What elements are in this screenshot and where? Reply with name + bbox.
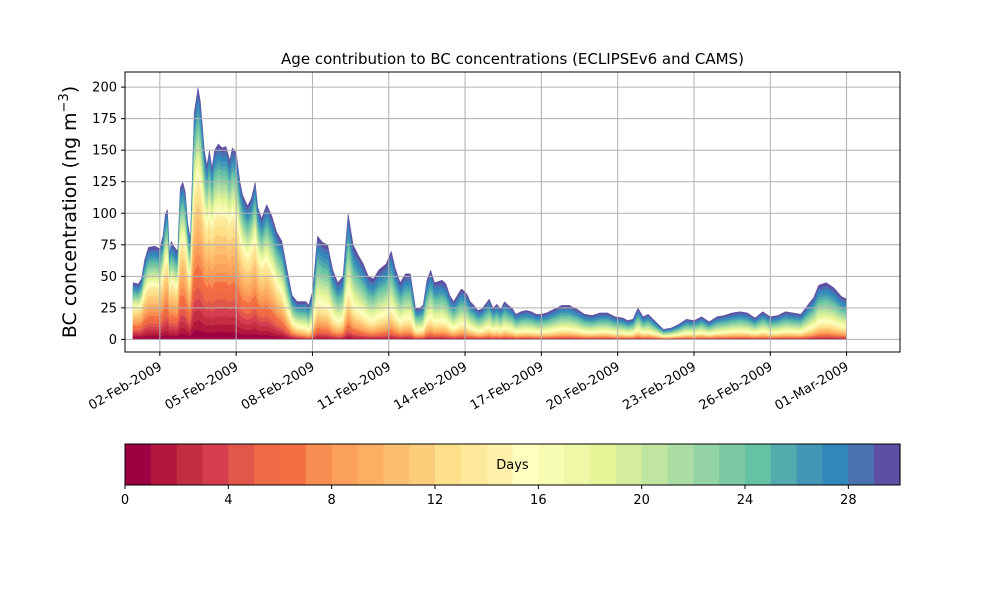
- y-axis: 0 25 50 75 100 125 150 175 200: [92, 81, 125, 348]
- colorbar-tick-label: 8: [328, 493, 336, 508]
- colorbar-swatch: [357, 444, 384, 485]
- colorbar-swatch: [874, 444, 901, 485]
- y-tick-label: 50: [100, 270, 117, 285]
- colorbar-swatch: [460, 444, 488, 485]
- x-tick-label: 08-Feb-2009: [239, 359, 318, 413]
- colorbar-swatch: [796, 444, 824, 485]
- colorbar-swatch: [305, 444, 333, 485]
- colorbar-tick-label: 24: [737, 493, 754, 508]
- colorbar-label: Days: [496, 458, 529, 473]
- x-tick-label: 14-Feb-2009: [392, 359, 471, 413]
- x-tick-label: 26-Feb-2009: [697, 359, 776, 413]
- x-tick-label: 11-Feb-2009: [315, 359, 394, 413]
- colorbar-swatch: [590, 444, 617, 485]
- chart-title: Age contribution to BC concentrations (E…: [281, 50, 744, 68]
- y-tick-label: 125: [92, 175, 117, 190]
- colorbar-swatch: [280, 444, 307, 485]
- colorbar-swatch: [331, 444, 359, 485]
- colorbar-swatch: [254, 444, 281, 485]
- colorbar-tick-label: 0: [121, 493, 129, 508]
- colorbar-swatch: [848, 444, 875, 485]
- x-tick-label: 01-Mar-2009: [772, 359, 851, 413]
- colorbar-swatch: [538, 444, 565, 485]
- colorbar-swatch: [409, 444, 436, 485]
- y-tick-label: 150: [92, 144, 117, 159]
- plot-area: [132, 87, 847, 340]
- x-axis: 02-Feb-200905-Feb-200908-Feb-200911-Feb-…: [86, 352, 852, 414]
- colorbar-swatch: [641, 444, 669, 485]
- y-tick-label: 100: [92, 207, 117, 222]
- colorbar-swatch: [512, 444, 539, 485]
- colorbar: [125, 444, 901, 485]
- colorbar-frame: [124, 443, 901, 486]
- colorbar-swatch: [150, 444, 178, 485]
- y-tick-label: 175: [92, 112, 117, 127]
- x-tick-label: 20-Feb-2009: [544, 359, 623, 413]
- colorbar-swatch: [435, 444, 462, 485]
- y-axis-label-main: BC concentration (ng m: [59, 112, 81, 338]
- x-tick-label: 23-Feb-2009: [620, 359, 699, 413]
- colorbar-swatch: [486, 444, 514, 485]
- colorbar-tick-label: 28: [840, 493, 857, 508]
- colorbar-tick-label: 16: [530, 493, 547, 508]
- colorbar-swatch: [615, 444, 643, 485]
- stacked-age-bands: [132, 87, 847, 340]
- colorbar-swatch: [176, 444, 204, 485]
- colorbar-tick-label: 20: [633, 493, 650, 508]
- colorbar-swatch: [125, 444, 152, 485]
- colorbar-tick-label: 4: [224, 493, 232, 508]
- y-tick-label: 25: [100, 301, 117, 316]
- x-tick-label: 02-Feb-2009: [86, 359, 165, 413]
- y-tick-label: 200: [92, 81, 117, 96]
- colorbar-ticks: 0 4 8 12 16 20 24 28: [121, 485, 857, 508]
- y-axis-label: BC concentration (ng m−3): [57, 86, 81, 338]
- axes-frame: [124, 71, 901, 353]
- y-tick-label: 0: [109, 333, 117, 348]
- colorbar-swatch: [822, 444, 849, 485]
- x-tick-label: 17-Feb-2009: [468, 359, 547, 413]
- colorbar-swatch: [770, 444, 798, 485]
- grid-lines: [125, 72, 900, 352]
- y-tick-label: 75: [100, 238, 117, 253]
- colorbar-swatch: [745, 444, 772, 485]
- colorbar-swatch: [228, 444, 255, 485]
- x-tick-label: 05-Feb-2009: [163, 359, 242, 413]
- colorbar-swatch: [383, 444, 410, 485]
- colorbar-tick-label: 12: [427, 493, 444, 508]
- colorbar-swatch: [667, 444, 694, 485]
- colorbar-swatch: [202, 444, 229, 485]
- y-axis-label-close: ): [59, 86, 81, 93]
- colorbar-swatch: [719, 444, 746, 485]
- y-axis-label-exponent: −3: [57, 93, 72, 112]
- colorbar-swatch: [693, 444, 720, 485]
- colorbar-swatch: [564, 444, 591, 485]
